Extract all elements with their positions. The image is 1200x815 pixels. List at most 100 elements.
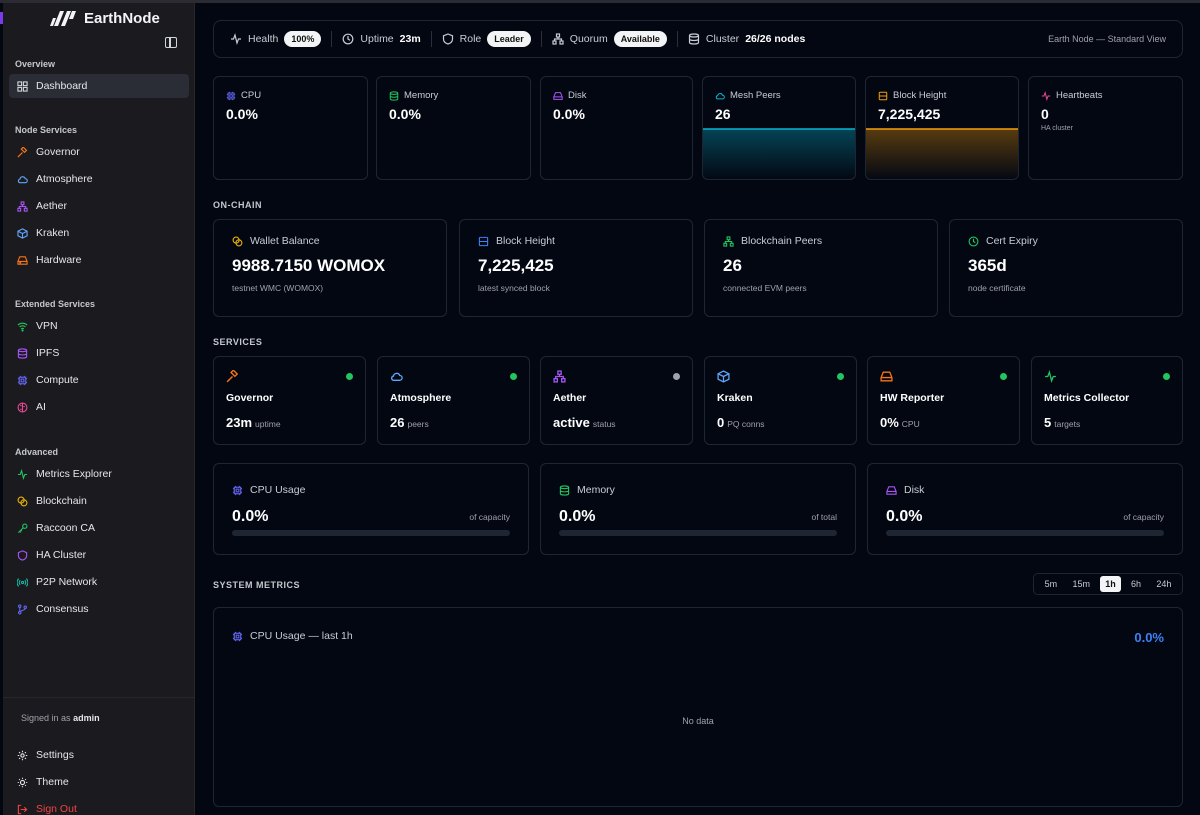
theme-button[interactable]: Theme (9, 770, 189, 794)
service-metric: 26 peers (390, 415, 429, 430)
gear-icon (17, 750, 28, 760)
sidebar-item-label: Dashboard (36, 80, 88, 92)
brand[interactable]: EarthNode (50, 9, 160, 27)
sidebar-item-ha-cluster[interactable]: HA Cluster (9, 543, 189, 567)
service-name: Governor (226, 392, 274, 404)
block-icon (478, 236, 489, 246)
range-option-24h[interactable]: 24h (1156, 579, 1172, 589)
git-branch-icon (18, 604, 27, 614)
database-icon (688, 33, 700, 45)
block-icon (878, 91, 888, 100)
section-advanced: Advanced (15, 447, 59, 457)
resource-caption: of total (811, 512, 837, 522)
sidebar-collapse-icon[interactable] (165, 37, 177, 48)
cluster-value: 26/26 nodes (745, 33, 806, 45)
time-range-selector: 5m 15m 1h 6h 24h (1033, 573, 1183, 595)
sidebar-item-hardware[interactable]: Hardware (9, 248, 189, 272)
sidebar-item-consensus[interactable]: Consensus (9, 597, 189, 621)
sidebar-item-compute[interactable]: Compute (9, 368, 189, 392)
stat-label: Heartbeats (1056, 90, 1103, 101)
hard-drive-icon (553, 91, 563, 100)
gavel-icon (226, 370, 239, 383)
range-option-5m[interactable]: 5m (1044, 579, 1058, 589)
sidebar-item-label: P2P Network (36, 576, 98, 588)
activity-icon (1045, 370, 1056, 383)
section-system-metrics: SYSTEM METRICS (213, 580, 301, 590)
sidebar-item-aether[interactable]: Aether (9, 194, 189, 218)
sign-out-label: Sign Out (36, 803, 77, 815)
quorum-status: Quorum Available (552, 31, 667, 47)
stat-sub: HA cluster (1041, 125, 1073, 132)
brain-icon (17, 402, 28, 412)
sidebar-item-metrics-explorer[interactable]: Metrics Explorer (9, 462, 189, 486)
resource-value: 0.0% (559, 508, 596, 525)
sidebar-item-ai[interactable]: AI (9, 395, 189, 419)
onchain-sub: connected EVM peers (723, 283, 807, 293)
sidebar-item-label: Atmosphere (36, 173, 93, 185)
service-card-kraken[interactable]: Kraken 0 PQ conns (704, 356, 857, 445)
onchain-label: Cert Expiry (986, 235, 1038, 247)
health-label: Health (248, 33, 279, 45)
sidebar-item-atmosphere[interactable]: Atmosphere (9, 167, 189, 191)
grid-icon (17, 80, 28, 92)
sign-out-button[interactable]: Sign Out (9, 797, 189, 815)
resource-title: CPU Usage (232, 484, 305, 496)
network-icon (723, 235, 734, 247)
onchain-title: Wallet Balance (232, 235, 320, 247)
resource-value: 0.0% (886, 508, 923, 525)
resource-caption: of capacity (469, 512, 510, 522)
stat-value: 0.0% (226, 106, 258, 122)
service-value: active (553, 415, 590, 430)
status-dot-online (837, 373, 844, 380)
sidebar-item-label: AI (36, 401, 46, 413)
sidebar-item-p2p-network[interactable]: P2P Network (9, 570, 189, 594)
stat-card-block-height: Block Height 7,225,425 (865, 76, 1019, 180)
stat-value: 0 (1041, 106, 1049, 122)
service-name: Aether (553, 392, 587, 404)
sidebar-item-raccoon-ca[interactable]: Raccoon CA (9, 516, 189, 540)
service-card-hw-reporter[interactable]: HW Reporter 0% CPU (867, 356, 1020, 445)
onchain-value: 7,225,425 (478, 256, 554, 275)
section-node-services: Node Services (15, 125, 78, 135)
service-card-atmosphere[interactable]: Atmosphere 26 peers (377, 356, 530, 445)
chart-current-value: 0.0% (1134, 630, 1164, 645)
log-out-icon (17, 804, 28, 814)
resource-card-disk: Disk 0.0% of capacity (867, 463, 1183, 555)
sidebar-item-dashboard[interactable]: Dashboard (9, 74, 189, 98)
service-metric: active status (553, 415, 616, 430)
shield-icon (17, 549, 28, 561)
service-metric: 0% CPU (880, 415, 920, 430)
sidebar-item-kraken[interactable]: Kraken (9, 221, 189, 245)
range-option-15m[interactable]: 15m (1072, 579, 1090, 589)
settings-button[interactable]: Settings (9, 743, 189, 767)
settings-label: Settings (36, 749, 74, 761)
sidebar-item-blockchain[interactable]: Blockchain (9, 489, 189, 513)
onchain-value: 26 (723, 256, 742, 275)
service-metric: 23m uptime (226, 415, 281, 430)
status-divider (331, 31, 333, 47)
sidebar-item-ipfs[interactable]: IPFS (9, 341, 189, 365)
brand-name: EarthNode (84, 9, 160, 27)
clock-icon (968, 236, 979, 246)
service-card-governor[interactable]: Governor 23m uptime (213, 356, 366, 445)
sidebar-item-label: VPN (36, 320, 58, 332)
sidebar-item-vpn[interactable]: VPN (9, 314, 189, 338)
service-card-aether[interactable]: Aether active status (540, 356, 693, 445)
network-icon (552, 33, 564, 45)
cluster-label: Cluster (705, 33, 740, 45)
role-badge: Leader (487, 31, 531, 47)
service-card-metrics-collector[interactable]: Metrics Collector 5 targets (1031, 356, 1183, 445)
onchain-card-block-height: Block Height 7,225,425 latest synced blo… (459, 219, 693, 317)
range-option-1h[interactable]: 1h (1100, 576, 1121, 592)
service-unit: CPU (901, 419, 920, 429)
status-dot-idle (673, 373, 680, 380)
service-value: 5 (1044, 415, 1052, 430)
range-option-6h[interactable]: 6h (1131, 579, 1142, 589)
database-icon (389, 90, 399, 101)
resource-label: Memory (577, 484, 615, 496)
no-data-message: No data (682, 716, 714, 726)
service-unit: PQ conns (727, 419, 765, 429)
sidebar-item-governor[interactable]: Governor (9, 140, 189, 164)
status-bar: Health 100% Uptime 23m Role Leader Quoru… (213, 20, 1183, 58)
sidebar-divider (3, 697, 195, 698)
